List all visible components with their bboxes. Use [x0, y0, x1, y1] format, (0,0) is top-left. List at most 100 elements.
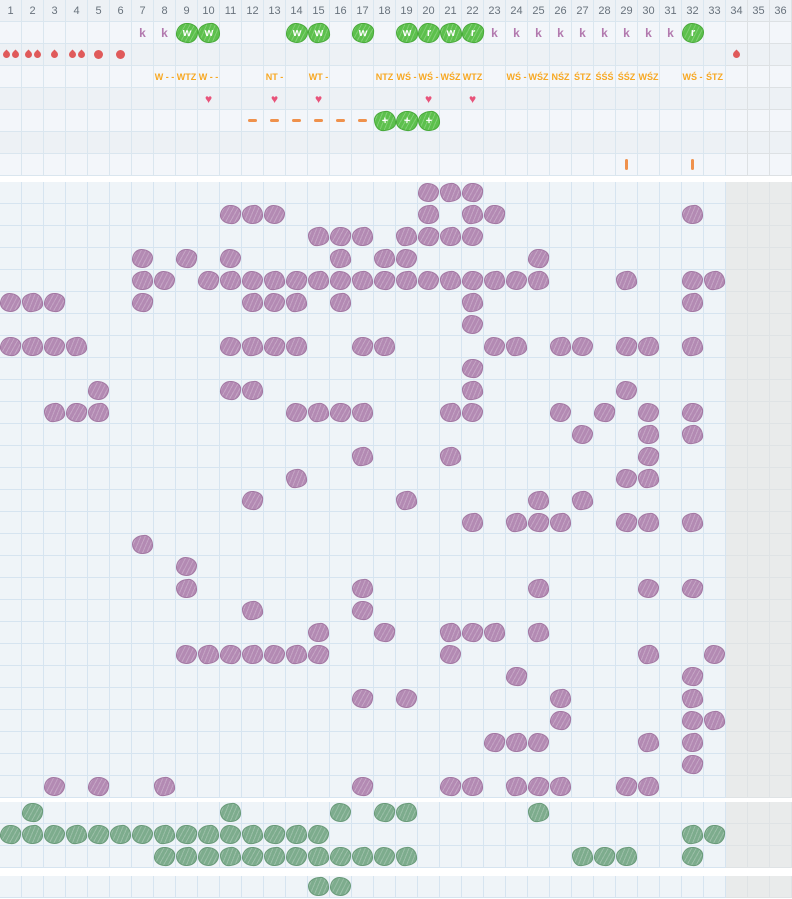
- bloom-blob-icon[interactable]: [681, 710, 704, 731]
- bloom-blob-icon[interactable]: [527, 732, 550, 753]
- bloom-blob-icon[interactable]: [483, 732, 506, 753]
- harvest-blob-icon[interactable]: [87, 824, 110, 845]
- bloom-blob-icon[interactable]: [87, 776, 110, 797]
- bloom-blob-icon[interactable]: [461, 270, 484, 291]
- bloom-blob-icon[interactable]: [285, 468, 308, 489]
- bloom-blob-icon[interactable]: [461, 622, 484, 643]
- bloom-blob-icon[interactable]: [637, 336, 660, 357]
- bloom-blob-icon[interactable]: [175, 248, 198, 269]
- bloom-blob-icon[interactable]: [175, 578, 198, 599]
- bloom-blob-icon[interactable]: [439, 644, 462, 665]
- harvest-blob-icon[interactable]: [373, 802, 396, 823]
- bloom-blob-icon[interactable]: [439, 622, 462, 643]
- bloom-blob-icon[interactable]: [65, 336, 88, 357]
- heart-icon[interactable]: ♥: [270, 91, 279, 106]
- harvest-blob-icon[interactable]: [153, 824, 176, 845]
- bloom-blob-icon[interactable]: [285, 270, 308, 291]
- bloom-blob-icon[interactable]: [681, 204, 704, 225]
- bloom-blob-icon[interactable]: [549, 512, 572, 533]
- harvest-blob-icon[interactable]: [197, 824, 220, 845]
- bloom-blob-icon[interactable]: [417, 270, 440, 291]
- harvest-blob-icon[interactable]: [241, 824, 264, 845]
- sow-blob-icon[interactable]: w: [438, 21, 463, 44]
- bloom-blob-icon[interactable]: [549, 776, 572, 797]
- sow-blob-icon[interactable]: w: [395, 22, 418, 43]
- bloom-blob-icon[interactable]: [571, 490, 594, 511]
- harvest-blob-icon[interactable]: [307, 846, 330, 867]
- bloom-blob-icon[interactable]: [483, 204, 506, 225]
- sow-blob-icon[interactable]: w: [285, 22, 308, 43]
- bloom-blob-icon[interactable]: [263, 336, 286, 357]
- bloom-blob-icon[interactable]: [681, 512, 704, 533]
- tick-marker-icon[interactable]: [691, 159, 694, 170]
- plus-blob-icon[interactable]: +: [394, 109, 419, 132]
- bloom-blob-icon[interactable]: [263, 644, 286, 665]
- bloom-blob-icon[interactable]: [307, 622, 330, 643]
- harvest-blob-icon[interactable]: [43, 824, 66, 845]
- harvest-blob-icon[interactable]: [395, 846, 418, 867]
- water-drop-pair-icon[interactable]: [1, 49, 20, 60]
- footer-blob-icon[interactable]: [307, 876, 330, 897]
- bloom-blob-icon[interactable]: [351, 226, 374, 247]
- bloom-blob-icon[interactable]: [637, 402, 660, 423]
- heart-icon[interactable]: ♥: [468, 91, 477, 106]
- bloom-blob-icon[interactable]: [131, 534, 154, 555]
- bloom-blob-icon[interactable]: [439, 402, 462, 423]
- bloom-blob-icon[interactable]: [351, 446, 374, 467]
- bloom-blob-icon[interactable]: [87, 402, 110, 423]
- bloom-blob-icon[interactable]: [351, 578, 374, 599]
- bloom-blob-icon[interactable]: [637, 512, 660, 533]
- heart-icon[interactable]: ♥: [314, 91, 323, 106]
- bloom-blob-icon[interactable]: [505, 666, 528, 687]
- bloom-blob-icon[interactable]: [219, 270, 242, 291]
- bloom-blob-icon[interactable]: [461, 182, 484, 203]
- bloom-blob-icon[interactable]: [395, 490, 418, 511]
- bloom-blob-icon[interactable]: [593, 402, 616, 423]
- harvest-blob-icon[interactable]: [329, 846, 352, 867]
- bloom-blob-icon[interactable]: [637, 424, 660, 445]
- harvest-blob-icon[interactable]: [329, 802, 352, 823]
- bloom-blob-icon[interactable]: [615, 512, 638, 533]
- bloom-blob-icon[interactable]: [615, 776, 638, 797]
- bloom-blob-icon[interactable]: [681, 402, 704, 423]
- bloom-blob-icon[interactable]: [43, 292, 66, 313]
- bloom-blob-icon[interactable]: [527, 776, 550, 797]
- bloom-blob-icon[interactable]: [527, 578, 550, 599]
- water-drop-icon[interactable]: [731, 49, 742, 60]
- harvest-blob-icon[interactable]: [373, 846, 396, 867]
- sow-blob-icon[interactable]: r: [417, 22, 440, 43]
- bloom-blob-icon[interactable]: [241, 490, 264, 511]
- bloom-blob-icon[interactable]: [681, 732, 704, 753]
- bloom-blob-icon[interactable]: [175, 644, 198, 665]
- bloom-blob-icon[interactable]: [681, 336, 704, 357]
- bloom-blob-icon[interactable]: [285, 336, 308, 357]
- bloom-blob-icon[interactable]: [439, 776, 462, 797]
- bloom-blob-icon[interactable]: [439, 182, 462, 203]
- bloom-blob-icon[interactable]: [549, 336, 572, 357]
- bloom-blob-icon[interactable]: [549, 688, 572, 709]
- bloom-blob-icon[interactable]: [65, 402, 88, 423]
- bloom-blob-icon[interactable]: [439, 270, 462, 291]
- bloom-blob-icon[interactable]: [439, 226, 462, 247]
- bloom-blob-icon[interactable]: [43, 776, 66, 797]
- bloom-blob-icon[interactable]: [461, 402, 484, 423]
- bloom-blob-icon[interactable]: [703, 710, 726, 731]
- bloom-blob-icon[interactable]: [505, 512, 528, 533]
- sow-blob-icon[interactable]: w: [306, 21, 331, 44]
- bloom-blob-icon[interactable]: [21, 292, 44, 313]
- bloom-blob-icon[interactable]: [395, 688, 418, 709]
- bloom-blob-icon[interactable]: [505, 270, 528, 291]
- bloom-blob-icon[interactable]: [373, 336, 396, 357]
- bloom-blob-icon[interactable]: [483, 336, 506, 357]
- bloom-blob-icon[interactable]: [395, 270, 418, 291]
- k-letter-marker[interactable]: k: [513, 25, 520, 40]
- bloom-blob-icon[interactable]: [307, 270, 330, 291]
- bloom-blob-icon[interactable]: [285, 644, 308, 665]
- harvest-blob-icon[interactable]: [395, 802, 418, 823]
- bloom-blob-icon[interactable]: [505, 776, 528, 797]
- harvest-blob-icon[interactable]: [153, 846, 176, 867]
- bloom-blob-icon[interactable]: [505, 336, 528, 357]
- plus-blob-icon[interactable]: +: [372, 109, 397, 132]
- water-dot-icon[interactable]: [116, 50, 125, 59]
- heart-icon[interactable]: ♥: [424, 91, 433, 106]
